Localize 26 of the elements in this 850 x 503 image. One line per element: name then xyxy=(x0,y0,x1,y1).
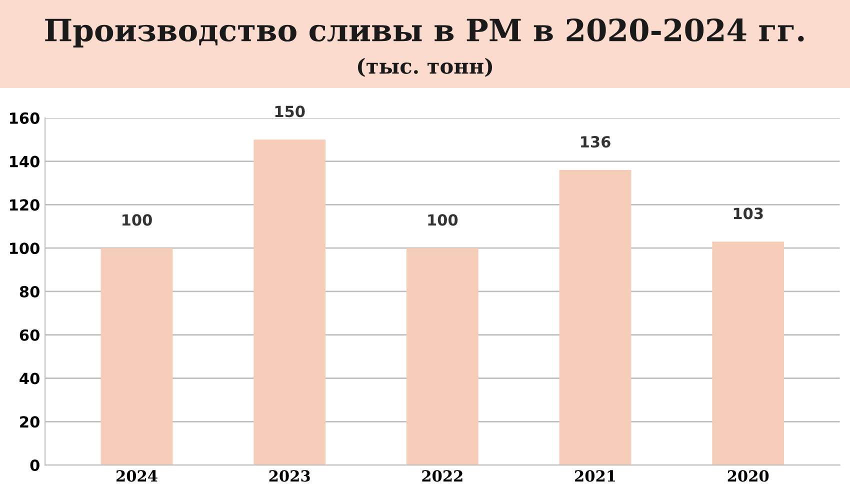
x-tick-label: 2022 xyxy=(422,470,462,482)
y-tick-label: 100 xyxy=(10,242,40,254)
x-tick-label: 2020 xyxy=(728,470,769,482)
bar xyxy=(559,170,632,466)
y-tick-label: 160 xyxy=(10,112,40,124)
bar xyxy=(254,140,326,466)
y-tick-label: 120 xyxy=(10,199,40,211)
data-label: 136 xyxy=(581,136,610,148)
y-tick-label: 20 xyxy=(20,416,40,428)
data-label: 100 xyxy=(122,214,152,226)
y-tick-label: 140 xyxy=(10,156,40,168)
chart-title: Производство сливы в РМ в 2020-2024 гг. xyxy=(45,18,804,48)
bar xyxy=(406,248,478,466)
y-tick-label: 60 xyxy=(20,329,40,341)
bar xyxy=(100,248,173,466)
y-tick-label: 80 xyxy=(20,286,40,298)
x-tick-label: 2024 xyxy=(116,470,158,482)
data-label: 103 xyxy=(734,208,763,220)
bar xyxy=(712,242,784,466)
x-tick-label: 2021 xyxy=(575,470,615,482)
x-tick-label: 2023 xyxy=(269,470,310,482)
data-label: 150 xyxy=(275,106,305,118)
chart-subtitle: (тыс. тонн) xyxy=(358,58,492,77)
data-label: 100 xyxy=(428,214,458,226)
y-tick-label: 0 xyxy=(30,459,40,472)
y-tick-label: 40 xyxy=(20,372,40,384)
